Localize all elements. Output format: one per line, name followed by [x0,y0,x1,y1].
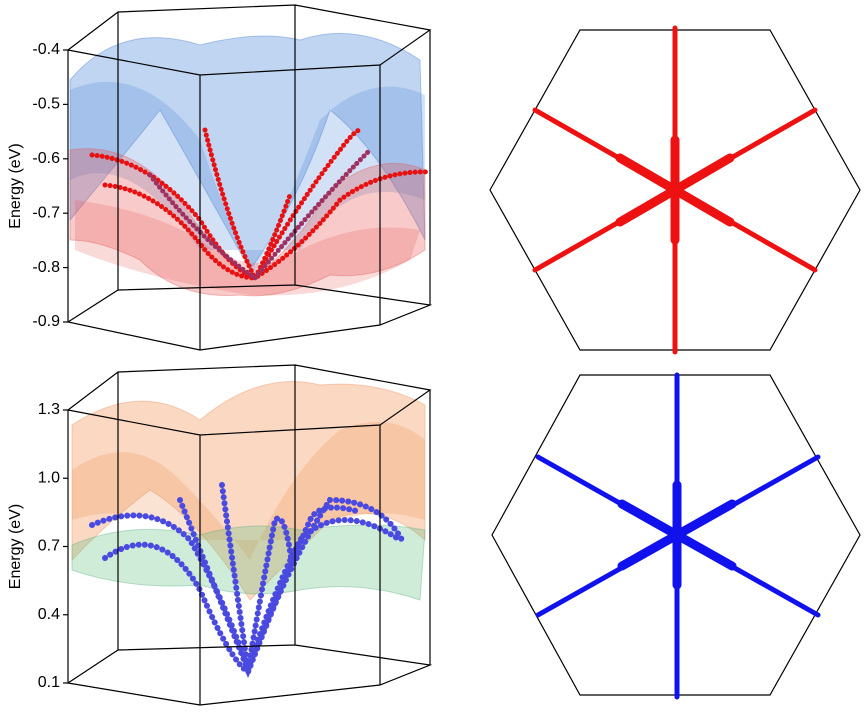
blue-surface [69,32,426,271]
band-curve [177,496,405,679]
hexagon [489,29,861,351]
y-tick-label: -0.9 [32,313,60,330]
y-tick-label: 0.1 [38,674,60,691]
axes: Energy (eV) -0.4 -0.5 -0.6 -0.7 -0.8 -0.9 Energ… [7,41,69,691]
y-axis-label: Energy (eV) [7,143,24,228]
green-surface [71,524,426,601]
band-curve [202,127,363,284]
band-curve [147,147,373,282]
blue-surface [70,81,425,273]
y-tick-label: 0.4 [38,606,60,623]
y-axis-label: Energy (eV) [7,504,24,589]
y-tick-label: -0.5 [32,96,60,113]
bz-red [489,25,861,355]
bz-blue [491,372,861,700]
orange-surface [72,422,425,560]
hexagon [491,374,861,696]
y-tick-label: -0.7 [32,204,60,221]
k-path [617,499,737,571]
y-tick-label: -0.8 [32,259,60,276]
y-tick-label: -0.4 [32,41,60,58]
top-surface-panel [66,4,433,351]
band-curve [219,482,295,671]
red-surface [75,200,420,296]
bz-box [66,364,433,706]
y-tick-label: 1.0 [38,469,60,486]
k-path [615,153,735,227]
y-tick-label: 1.3 [38,401,60,418]
bottom-surface-panel [66,364,433,706]
y-tick-label: 0.7 [38,538,60,555]
band-curve [102,182,293,281]
bz-box [66,4,433,351]
y-tick-label: -0.6 [32,150,60,167]
